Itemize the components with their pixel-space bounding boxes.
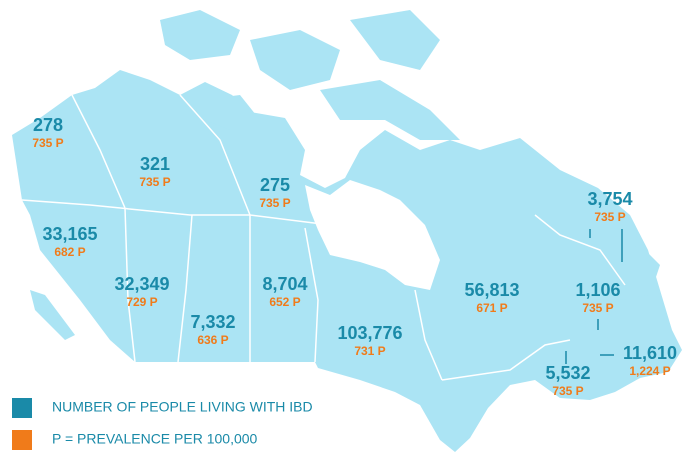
province-border	[441, 339, 571, 381]
region-prevalence: 671 P	[476, 301, 507, 315]
land	[12, 10, 682, 452]
region-prevalence: 731 P	[354, 344, 385, 358]
newfoundland	[600, 245, 660, 300]
island	[160, 10, 240, 60]
region-count: 5,532	[545, 363, 590, 383]
region-count: 275	[260, 175, 290, 195]
province-border	[534, 214, 626, 286]
legend-label: P = PREVALENCE PER 100,000	[52, 431, 258, 447]
province-border	[179, 94, 251, 216]
province-border	[124, 207, 136, 363]
region-prevalence: 636 P	[197, 333, 228, 347]
legend-label: NUMBER OF PEOPLE LIVING WITH IBD	[52, 399, 313, 415]
region-prevalence: 735 P	[139, 175, 170, 189]
region-prevalence: 729 P	[126, 295, 157, 309]
province-border	[21, 199, 331, 226]
region-count: 1,106	[575, 280, 620, 300]
region-prevalence: 735 P	[552, 384, 583, 398]
leader-lines	[565, 229, 623, 364]
hudson-bay	[305, 180, 440, 290]
legend-swatch	[12, 430, 32, 450]
region-count: 33,165	[42, 224, 97, 244]
region-count: 32,349	[114, 274, 169, 294]
region-count: 56,813	[464, 280, 519, 300]
island	[200, 95, 260, 130]
region-count: 11,610	[623, 343, 677, 363]
region-count: 103,776	[337, 323, 402, 343]
region-count: 7,332	[190, 312, 235, 332]
region-count: 3,754	[587, 189, 632, 209]
region-prevalence: 1,224 P	[629, 364, 670, 378]
province-border	[414, 289, 443, 381]
province-border	[71, 94, 126, 209]
region-count: 8,704	[262, 274, 307, 294]
province-border	[177, 214, 193, 363]
island	[250, 30, 340, 90]
region-prevalence: 735 P	[594, 210, 625, 224]
island	[350, 10, 440, 70]
region-prevalence: 652 P	[269, 295, 300, 309]
region-prevalence: 735 P	[259, 196, 290, 210]
region-count: 278	[33, 115, 63, 135]
island	[320, 80, 460, 140]
legend-swatch	[12, 398, 32, 418]
region-count: 321	[140, 154, 170, 174]
region-prevalence: 735 P	[582, 301, 613, 315]
region-prevalence: 735 P	[32, 136, 63, 150]
region-prevalence: 682 P	[54, 245, 85, 259]
vancouver-island	[30, 290, 75, 340]
province-border	[304, 227, 319, 363]
mainland	[12, 70, 682, 452]
